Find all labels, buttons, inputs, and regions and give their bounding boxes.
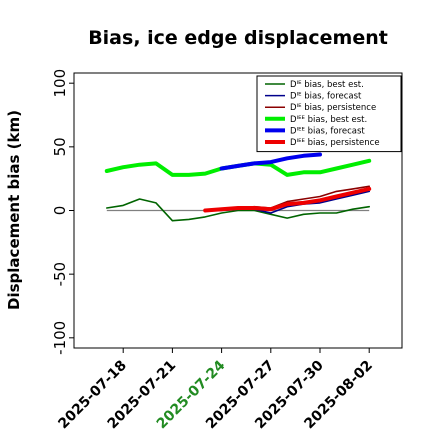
y-tick-label: 0	[51, 206, 69, 216]
series-line-0	[106, 198, 371, 222]
y-tick-label: -50	[51, 262, 69, 287]
series-lines	[104, 152, 372, 222]
legend-box	[256, 75, 402, 153]
legend-entry: Dᴵᴱᴱ bias, persistence	[290, 138, 380, 148]
legend-entry: Dᴵᴱ bias, best est.	[290, 80, 364, 90]
series-line-5	[203, 186, 372, 213]
y-tick-label: 100	[51, 69, 69, 98]
chart-title: Bias, ice edge displacement	[88, 27, 388, 49]
y-axis-ticks: -100 -50 0 50 100	[51, 69, 74, 355]
y-tick-label: -100	[51, 321, 69, 355]
series-line-4	[219, 152, 322, 171]
legend-entry: Dᴵᴱ bias, persistence	[290, 103, 376, 113]
legend-entry: Dᴵᴱᴱ bias, best est.	[290, 115, 367, 125]
y-tick-label: 50	[51, 137, 69, 156]
legend-entry: Dᴵᴱ bias, forecast	[290, 92, 362, 102]
legend-entry: Dᴵᴱᴱ bias, forecast	[290, 126, 365, 136]
y-axis-label: Displacement bias (km)	[5, 110, 23, 310]
x-axis-ticks: 2025-07-182025-07-212025-07-242025-07-27…	[55, 348, 376, 432]
legend: Dᴵᴱ bias, best est.Dᴵᴱ bias, forecastDᴵᴱ…	[256, 75, 402, 153]
